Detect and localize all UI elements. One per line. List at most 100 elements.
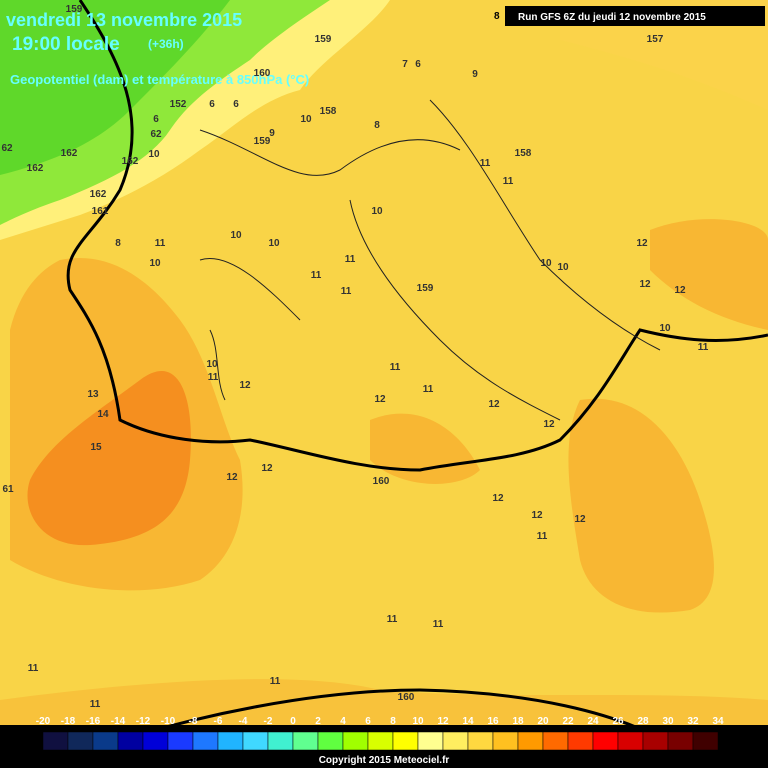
legend-swatch [567, 731, 594, 751]
legend-swatch [492, 731, 519, 751]
legend-swatch [242, 731, 269, 751]
contour-label: 160 [373, 476, 390, 487]
legend-swatch [342, 731, 369, 751]
contour-label: 12 [574, 514, 586, 525]
contour-label: 61 [2, 484, 14, 495]
contour-label: 11 [537, 531, 548, 542]
contour-label: 6 [415, 59, 421, 70]
legend-swatch [642, 731, 669, 751]
coastline [199, 99, 661, 421]
legend-tick-label: 18 [512, 716, 524, 727]
contour-label: 11 [341, 286, 352, 297]
legend-tick-label: -12 [136, 716, 151, 727]
contour-label: 11 [270, 676, 281, 687]
legend-swatch [217, 731, 244, 751]
contour-label: 162 [61, 148, 78, 159]
contour-label: 14 [97, 409, 109, 420]
contour-label: 11 [390, 362, 401, 373]
contour-label: 10 [268, 238, 280, 249]
legend-tick-label: 30 [662, 716, 674, 727]
contour-160 [66, 0, 768, 472]
contour-label: 11 [90, 699, 101, 710]
contour-label: 6 [153, 114, 159, 125]
contour-label: 11 [345, 254, 356, 265]
legend-tick-label: -20 [36, 716, 51, 727]
run-info: Run GFS 6Z du jeudi 12 novembre 2015 [518, 12, 706, 23]
legend-swatch [367, 731, 394, 751]
contour-label: 162 [122, 156, 139, 167]
warm-region [560, 0, 768, 110]
legend-tick-label: 22 [562, 716, 574, 727]
legend-tick-label: -16 [86, 716, 101, 727]
legend-swatch [267, 731, 294, 751]
legend-tick-label: 12 [437, 716, 449, 727]
legend-tick-label: -4 [239, 716, 248, 727]
legend-swatch [392, 731, 419, 751]
legend-swatch [142, 731, 169, 751]
time: 19:00 locale [12, 34, 120, 55]
legend-swatch [442, 731, 469, 751]
green-region-dark [0, 0, 230, 175]
contour-label: 11 [208, 372, 219, 383]
contour-label: 160 [254, 68, 271, 79]
contour-label: 11 [698, 342, 709, 353]
legend-tick-label: 26 [612, 716, 624, 727]
legend-swatch [192, 731, 219, 751]
legend-tick-label: 16 [487, 716, 499, 727]
corner-label: 8 [494, 11, 500, 22]
contour-label: 158 [320, 106, 337, 117]
legend-tick-label: 6 [365, 716, 371, 727]
run-box [505, 6, 765, 26]
contour-label: 10 [300, 114, 312, 125]
legend-swatch [292, 731, 319, 751]
legend-swatch [167, 731, 194, 751]
contour-label: 12 [374, 394, 386, 405]
legend-tick-label: 2 [315, 716, 321, 727]
contour-label: 12 [636, 238, 648, 249]
contour-label: 12 [226, 472, 238, 483]
contour-label: 159 [315, 34, 332, 45]
contour-label: 10 [659, 323, 671, 334]
contour-label: 8 [374, 120, 380, 131]
legend-swatch [417, 731, 444, 751]
contour-label: 11 [387, 614, 398, 625]
legend-tick-label: -8 [189, 716, 198, 727]
contour-label: 10 [540, 258, 552, 269]
contour-label: 12 [639, 279, 651, 290]
legend-swatch [517, 731, 544, 751]
contour-label: 9 [472, 69, 478, 80]
contour-label: 6 [209, 99, 215, 110]
legend-swatch [667, 731, 694, 751]
legend-swatch [92, 731, 119, 751]
contour-label: 157 [647, 34, 664, 45]
contour-label: 12 [531, 510, 543, 521]
contour-label: 12 [492, 493, 504, 504]
contour-label: 12 [543, 419, 555, 430]
legend-swatch [692, 731, 719, 751]
legend-tick-label: 32 [687, 716, 699, 727]
contour-label: 161 [92, 206, 109, 217]
contour-label: 15 [90, 442, 102, 453]
contour-label: 13 [87, 389, 99, 400]
contour-label: 12 [488, 399, 500, 410]
warm-region [650, 219, 768, 330]
hot-region [27, 371, 191, 546]
contour-label: 11 [480, 158, 491, 169]
contour-label: 10 [230, 230, 242, 241]
contour-label: 159 [66, 4, 83, 15]
legend-swatch [42, 731, 69, 751]
legend-tick-label: 34 [712, 716, 724, 727]
contour-label: 162 [27, 163, 44, 174]
contour-label: 8 [115, 238, 121, 249]
contour-label: 62 [150, 129, 162, 140]
contour-label: 12 [674, 285, 686, 296]
contour-label: 10 [148, 149, 160, 160]
contour-label: 12 [239, 380, 251, 391]
legend-tick-label: 10 [412, 716, 424, 727]
legend-tick-label: 24 [587, 716, 599, 727]
date: vendredi 13 novembre 2015 [6, 10, 242, 30]
legend-tick-label: -6 [214, 716, 223, 727]
contour-160 [59, 688, 681, 762]
contour-label: 10 [557, 262, 569, 273]
contour-label: 10 [206, 359, 218, 370]
